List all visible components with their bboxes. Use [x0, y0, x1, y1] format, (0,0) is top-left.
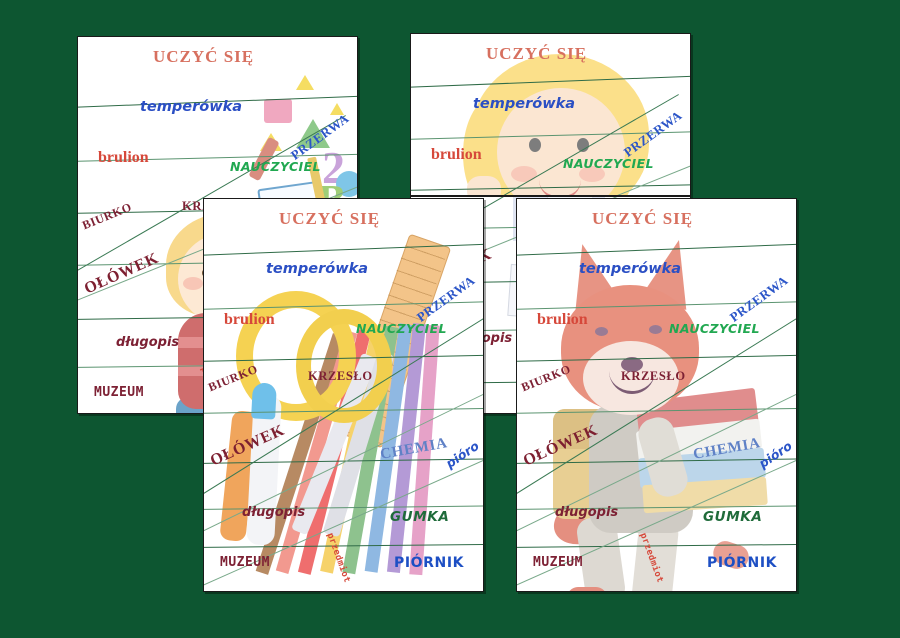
- word-dlugopis: długopis: [116, 335, 180, 350]
- word-temperowka: temperówka: [579, 261, 682, 277]
- vocabulary-card-3[interactable]: UCZYĆ SIĘ temperówka PRZERWA brulion NAU…: [203, 198, 484, 592]
- rule-lines: [517, 199, 796, 591]
- word-krzeslo: KRZESŁO: [308, 369, 373, 383]
- word-gumka: GUMKA: [390, 509, 450, 525]
- card-title: UCZYĆ SIĘ: [279, 209, 381, 228]
- word-nauczyciel: NAUCZYCIEL: [563, 156, 654, 171]
- rule-lines: [204, 199, 483, 591]
- word-gumka: GUMKA: [703, 509, 763, 525]
- word-nauczyciel: NAUCZYCIEL: [230, 159, 321, 174]
- word-nauczyciel: NAUCZYCIEL: [669, 321, 760, 336]
- word-muzeum: MUZEUM: [533, 555, 583, 570]
- vocabulary-card-4[interactable]: UCZYĆ SIĘ temperówka PRZERWA brulion NAU…: [516, 198, 797, 592]
- word-nauczyciel: NAUCZYCIEL: [356, 321, 447, 336]
- word-temperowka: temperówka: [266, 261, 369, 277]
- word-dlugopis: długopis: [555, 505, 619, 520]
- word-temperowka: temperówka: [140, 99, 243, 115]
- word-brulion: brulion: [537, 311, 588, 328]
- word-brulion: brulion: [431, 146, 482, 163]
- card-title: UCZYĆ SIĘ: [486, 44, 588, 63]
- word-brulion: brulion: [98, 149, 149, 166]
- card-title: UCZYĆ SIĘ: [153, 47, 255, 66]
- vocabulary-card-2[interactable]: UCZYĆ SIĘ temperówka PRZERWA brulion NAU…: [410, 33, 691, 196]
- word-temperowka: temperówka: [473, 96, 576, 112]
- word-krzeslo: KRZESŁO: [621, 369, 686, 383]
- word-muzeum: MUZEUM: [94, 385, 144, 400]
- word-brulion: brulion: [224, 311, 275, 328]
- word-piornik: PIÓRNIK: [394, 555, 465, 571]
- word-dlugopis: długopis: [242, 505, 306, 520]
- word-piornik: PIÓRNIK: [707, 555, 778, 571]
- word-muzeum: MUZEUM: [220, 555, 270, 570]
- card-title: UCZYĆ SIĘ: [592, 209, 694, 228]
